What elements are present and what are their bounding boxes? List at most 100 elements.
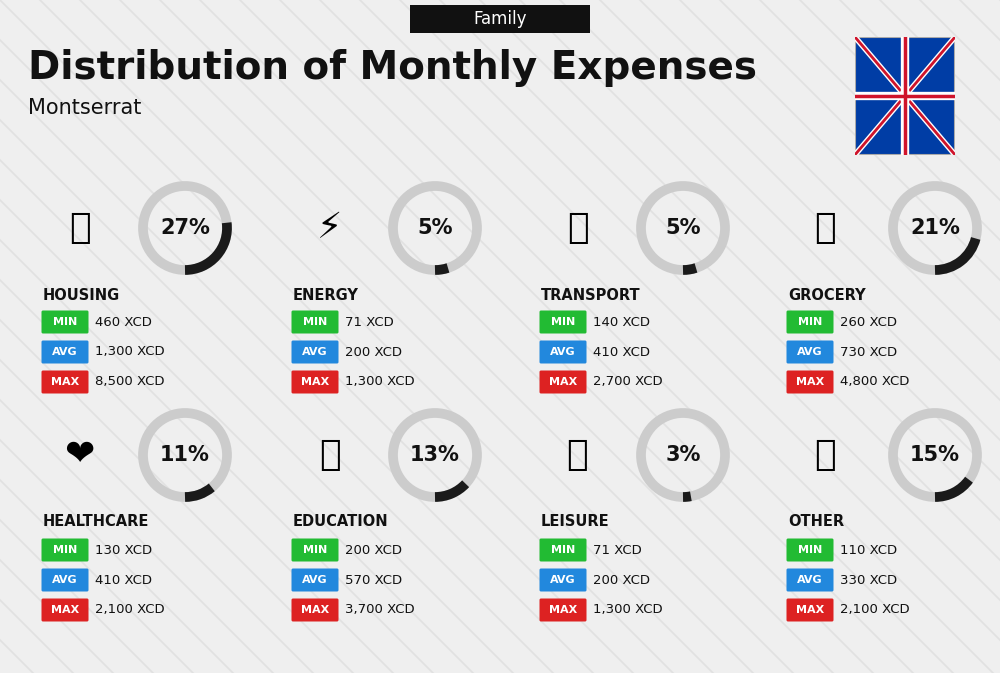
Text: AVG: AVG	[52, 575, 78, 585]
Text: 🛍️: 🛍️	[567, 438, 589, 472]
Text: 5%: 5%	[665, 218, 701, 238]
Text: 15%: 15%	[910, 445, 960, 465]
Text: 2,100 XCD: 2,100 XCD	[95, 604, 165, 616]
Text: 21%: 21%	[910, 218, 960, 238]
Text: Family: Family	[473, 10, 527, 28]
Text: LEISURE: LEISURE	[541, 514, 610, 530]
Text: 🚌: 🚌	[567, 211, 589, 245]
Text: OTHER: OTHER	[788, 514, 844, 530]
Text: Montserrat: Montserrat	[28, 98, 141, 118]
Text: TRANSPORT: TRANSPORT	[541, 287, 641, 302]
Text: 71 XCD: 71 XCD	[345, 316, 394, 328]
Text: 200 XCD: 200 XCD	[593, 573, 650, 586]
Text: 4,800 XCD: 4,800 XCD	[840, 376, 909, 388]
Text: HEALTHCARE: HEALTHCARE	[43, 514, 149, 530]
Text: ENERGY: ENERGY	[293, 287, 359, 302]
FancyBboxPatch shape	[292, 310, 338, 334]
Text: 🎓: 🎓	[319, 438, 341, 472]
Text: 260 XCD: 260 XCD	[840, 316, 897, 328]
Text: AVG: AVG	[797, 575, 823, 585]
FancyBboxPatch shape	[42, 569, 88, 592]
Text: MIN: MIN	[303, 545, 327, 555]
Text: AVG: AVG	[52, 347, 78, 357]
Text: MIN: MIN	[53, 545, 77, 555]
FancyBboxPatch shape	[410, 5, 590, 33]
Text: AVG: AVG	[302, 347, 328, 357]
FancyBboxPatch shape	[292, 538, 338, 561]
Text: MIN: MIN	[551, 317, 575, 327]
Text: MAX: MAX	[301, 605, 329, 615]
Text: 71 XCD: 71 XCD	[593, 544, 642, 557]
Text: 200 XCD: 200 XCD	[345, 544, 402, 557]
Text: 1,300 XCD: 1,300 XCD	[345, 376, 415, 388]
FancyBboxPatch shape	[786, 341, 834, 363]
Text: 3,700 XCD: 3,700 XCD	[345, 604, 415, 616]
Text: 110 XCD: 110 XCD	[840, 544, 897, 557]
Text: MAX: MAX	[796, 377, 824, 387]
Text: MIN: MIN	[798, 317, 822, 327]
FancyBboxPatch shape	[786, 538, 834, 561]
Text: HOUSING: HOUSING	[43, 287, 120, 302]
Text: 2,700 XCD: 2,700 XCD	[593, 376, 663, 388]
FancyBboxPatch shape	[786, 310, 834, 334]
Text: MAX: MAX	[301, 377, 329, 387]
FancyBboxPatch shape	[42, 310, 88, 334]
Text: MIN: MIN	[303, 317, 327, 327]
Text: 💰: 💰	[814, 438, 836, 472]
FancyBboxPatch shape	[786, 371, 834, 394]
Text: 2,100 XCD: 2,100 XCD	[840, 604, 910, 616]
FancyBboxPatch shape	[292, 569, 338, 592]
Text: 460 XCD: 460 XCD	[95, 316, 152, 328]
Text: AVG: AVG	[550, 575, 576, 585]
Text: 27%: 27%	[160, 218, 210, 238]
Text: 140 XCD: 140 XCD	[593, 316, 650, 328]
Text: GROCERY: GROCERY	[788, 287, 866, 302]
Text: EDUCATION: EDUCATION	[293, 514, 389, 530]
Text: MAX: MAX	[549, 605, 577, 615]
FancyBboxPatch shape	[540, 598, 586, 621]
FancyBboxPatch shape	[540, 310, 586, 334]
Text: 🛒: 🛒	[814, 211, 836, 245]
FancyBboxPatch shape	[42, 538, 88, 561]
FancyBboxPatch shape	[855, 37, 955, 155]
Text: MAX: MAX	[51, 377, 79, 387]
Text: 11%: 11%	[160, 445, 210, 465]
Text: 🏢: 🏢	[69, 211, 91, 245]
Text: AVG: AVG	[302, 575, 328, 585]
Text: 8,500 XCD: 8,500 XCD	[95, 376, 164, 388]
Text: 730 XCD: 730 XCD	[840, 345, 897, 359]
FancyBboxPatch shape	[540, 371, 586, 394]
Text: AVG: AVG	[550, 347, 576, 357]
Text: MIN: MIN	[798, 545, 822, 555]
Text: AVG: AVG	[797, 347, 823, 357]
Text: 13%: 13%	[410, 445, 460, 465]
Text: 410 XCD: 410 XCD	[593, 345, 650, 359]
FancyBboxPatch shape	[292, 341, 338, 363]
FancyBboxPatch shape	[292, 598, 338, 621]
FancyBboxPatch shape	[786, 598, 834, 621]
Text: 1,300 XCD: 1,300 XCD	[593, 604, 663, 616]
Text: Distribution of Monthly Expenses: Distribution of Monthly Expenses	[28, 49, 757, 87]
FancyBboxPatch shape	[786, 569, 834, 592]
Text: 330 XCD: 330 XCD	[840, 573, 897, 586]
Text: 1,300 XCD: 1,300 XCD	[95, 345, 165, 359]
Text: 410 XCD: 410 XCD	[95, 573, 152, 586]
FancyBboxPatch shape	[42, 598, 88, 621]
Text: MIN: MIN	[551, 545, 575, 555]
FancyBboxPatch shape	[292, 371, 338, 394]
Text: 3%: 3%	[665, 445, 701, 465]
Text: MAX: MAX	[796, 605, 824, 615]
Text: 570 XCD: 570 XCD	[345, 573, 402, 586]
Text: ⚡: ⚡	[317, 211, 343, 245]
Text: MAX: MAX	[549, 377, 577, 387]
Text: 130 XCD: 130 XCD	[95, 544, 152, 557]
FancyBboxPatch shape	[540, 341, 586, 363]
Text: MIN: MIN	[53, 317, 77, 327]
FancyBboxPatch shape	[42, 371, 88, 394]
Text: 5%: 5%	[417, 218, 453, 238]
Text: ❤️: ❤️	[65, 438, 95, 472]
FancyBboxPatch shape	[540, 569, 586, 592]
FancyBboxPatch shape	[540, 538, 586, 561]
FancyBboxPatch shape	[42, 341, 88, 363]
Text: MAX: MAX	[51, 605, 79, 615]
